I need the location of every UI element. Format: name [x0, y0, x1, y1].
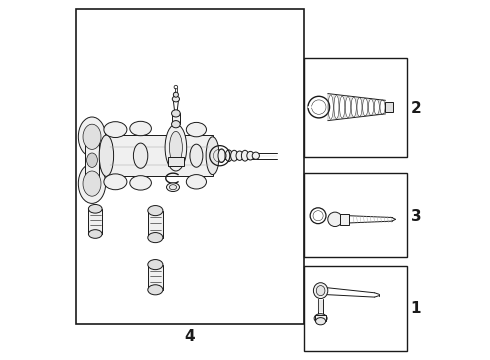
Ellipse shape	[236, 151, 243, 161]
Text: 3: 3	[411, 208, 421, 224]
Bar	[148, 211, 163, 238]
Bar	[148, 265, 163, 290]
Wedge shape	[308, 106, 319, 108]
Ellipse shape	[170, 185, 176, 190]
Ellipse shape	[314, 314, 327, 323]
Circle shape	[173, 92, 178, 97]
Ellipse shape	[165, 124, 187, 171]
Text: 2: 2	[411, 100, 421, 116]
Ellipse shape	[316, 285, 325, 296]
Ellipse shape	[218, 149, 225, 163]
Ellipse shape	[172, 96, 179, 102]
Ellipse shape	[172, 121, 180, 128]
Ellipse shape	[190, 144, 203, 167]
Ellipse shape	[242, 150, 248, 161]
Ellipse shape	[133, 143, 148, 168]
Ellipse shape	[104, 122, 127, 138]
Ellipse shape	[78, 164, 106, 203]
Ellipse shape	[83, 124, 101, 149]
Ellipse shape	[148, 285, 163, 295]
Bar	[304, 173, 407, 257]
Ellipse shape	[247, 152, 254, 160]
Bar	[106, 135, 213, 176]
Bar	[168, 157, 184, 166]
Ellipse shape	[383, 100, 388, 114]
Ellipse shape	[88, 230, 102, 238]
Ellipse shape	[148, 233, 163, 243]
Ellipse shape	[78, 117, 106, 157]
Bar	[304, 58, 407, 157]
Ellipse shape	[130, 176, 151, 190]
Ellipse shape	[170, 131, 182, 164]
Ellipse shape	[130, 121, 151, 136]
Bar	[341, 214, 349, 225]
Ellipse shape	[87, 153, 98, 167]
Bar	[304, 266, 407, 351]
Ellipse shape	[252, 152, 259, 159]
Ellipse shape	[186, 175, 206, 189]
Text: 4: 4	[184, 329, 195, 344]
Ellipse shape	[104, 174, 127, 190]
Ellipse shape	[324, 94, 331, 121]
Ellipse shape	[186, 122, 206, 137]
Bar	[172, 113, 180, 124]
Circle shape	[328, 212, 342, 226]
Ellipse shape	[83, 171, 101, 196]
Ellipse shape	[167, 183, 179, 192]
Text: 1: 1	[411, 301, 421, 316]
Ellipse shape	[172, 110, 180, 117]
Bar	[386, 102, 392, 112]
Ellipse shape	[88, 204, 102, 213]
Bar	[85, 137, 99, 184]
Ellipse shape	[99, 135, 114, 176]
Bar	[76, 9, 304, 324]
Ellipse shape	[316, 318, 326, 325]
Bar	[88, 209, 102, 234]
Ellipse shape	[148, 206, 163, 216]
Ellipse shape	[225, 150, 232, 161]
Bar	[315, 315, 326, 321]
Ellipse shape	[231, 150, 238, 161]
Ellipse shape	[148, 260, 163, 270]
Ellipse shape	[206, 137, 219, 175]
Ellipse shape	[314, 283, 328, 298]
